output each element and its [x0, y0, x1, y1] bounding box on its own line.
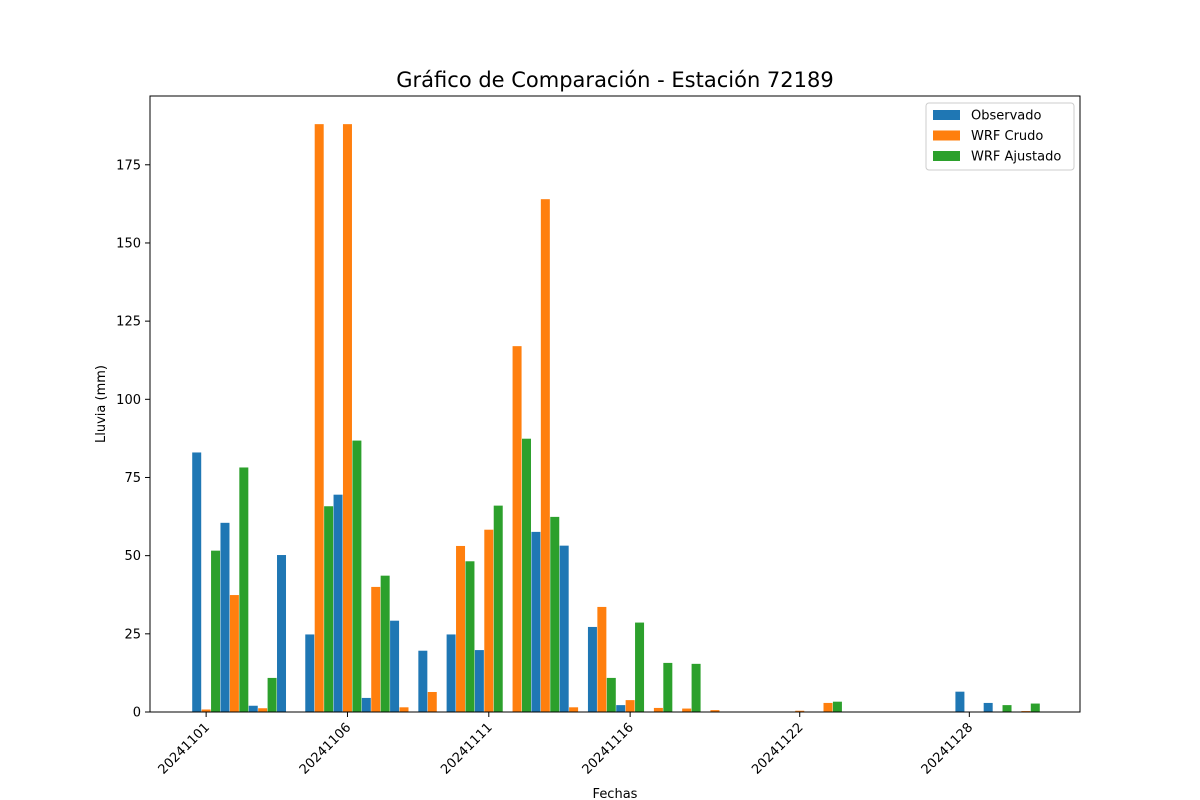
x-tick-label: 20241106 — [297, 720, 354, 777]
legend-label: Observado — [971, 109, 1042, 124]
bar-observado — [559, 545, 569, 712]
bar-wrf-crudo — [653, 707, 663, 712]
bar-observado — [220, 522, 230, 712]
bar-observado — [983, 702, 993, 712]
plot-frame — [149, 95, 1081, 713]
bar-wrf-ajustado — [635, 622, 645, 712]
bar-wrf-ajustado — [239, 467, 249, 712]
bar-wrf-crudo — [569, 707, 579, 712]
bar-wrf-ajustado — [1030, 703, 1040, 712]
bar-wrf-ajustado — [691, 663, 701, 712]
bar-wrf-crudo — [710, 710, 720, 712]
bar-observado — [955, 691, 965, 712]
x-tick-label: 20241111 — [438, 720, 495, 777]
bar-observado — [333, 494, 343, 712]
bar-observado — [418, 650, 428, 712]
bar-observado — [305, 634, 315, 712]
bars-layer — [192, 124, 1040, 713]
bar-wrf-ajustado — [465, 561, 475, 712]
bar-observado — [277, 555, 287, 712]
bar-wrf-crudo — [823, 702, 833, 712]
bar-wrf-crudo — [484, 529, 494, 712]
bar-wrf-ajustado — [606, 677, 616, 712]
bar-wrf-crudo — [682, 708, 692, 712]
bar-wrf-ajustado — [1002, 705, 1012, 712]
y-tick-label: 150 — [116, 236, 141, 251]
y-tick-label: 100 — [116, 393, 141, 408]
x-tick-label: 20241101 — [156, 720, 213, 777]
legend-box — [925, 102, 1075, 171]
legend-label: WRF Crudo — [971, 129, 1043, 144]
legend-swatch-wrf-crudo — [933, 130, 960, 141]
bar-observado — [587, 626, 597, 712]
bar-observado — [616, 705, 626, 712]
bar-wrf-crudo — [456, 545, 466, 712]
bar-wrf-crudo — [399, 707, 409, 712]
bar-wrf-ajustado — [832, 701, 842, 712]
bar-observado — [390, 620, 400, 712]
y-tick-label: 125 — [116, 315, 141, 330]
bar-wrf-ajustado — [493, 505, 503, 712]
bar-wrf-ajustado — [267, 677, 277, 712]
y-tick-label: 175 — [116, 158, 141, 173]
x-axis-label: Fechas — [593, 787, 638, 800]
bar-observado — [446, 634, 456, 712]
bar-wrf-crudo — [314, 124, 324, 712]
bar-wrf-crudo — [371, 586, 381, 712]
bar-wrf-crudo — [201, 709, 211, 712]
y-tick-label: 50 — [124, 549, 141, 564]
y-tick-label: 0 — [133, 706, 141, 721]
bar-wrf-crudo — [512, 346, 522, 712]
bar-observado — [192, 452, 202, 712]
chart-title: Gráfico de Comparación - Estación 72189 — [396, 68, 833, 92]
legend-swatch-observado — [933, 110, 960, 120]
bar-wrf-ajustado — [521, 438, 531, 712]
bar-wrf-crudo — [427, 691, 437, 712]
legend: Observado WRF Crudo WRF Ajustado — [925, 102, 1075, 171]
bar-wrf-ajustado — [663, 662, 673, 712]
bar-wrf-ajustado — [380, 575, 390, 712]
bar-wrf-crudo — [795, 710, 805, 712]
bar-wrf-crudo — [625, 700, 635, 712]
bar-observado — [248, 705, 258, 712]
x-tick-label: 20241128 — [919, 720, 976, 777]
bar-observado — [361, 697, 371, 712]
x-axis: 20241101 20241106 20241111 20241116 20241122… — [156, 712, 976, 778]
x-tick-label: 20241122 — [749, 720, 806, 777]
bar-wrf-ajustado — [352, 440, 362, 712]
legend-label: WRF Ajustado — [971, 150, 1061, 165]
y-tick-label: 25 — [124, 627, 141, 642]
y-axis-label: Lluvia (mm) — [94, 365, 109, 443]
y-axis: 0 25 50 75 100 125 150 175 — [116, 158, 150, 721]
bar-wrf-crudo — [540, 199, 550, 713]
bar-wrf-crudo — [229, 595, 239, 712]
legend-swatch-wrf-ajustado — [933, 151, 960, 161]
x-tick-label: 20241116 — [580, 720, 637, 777]
bar-wrf-crudo — [597, 606, 607, 712]
bar-wrf-ajustado — [550, 516, 560, 712]
bar-observado — [474, 650, 484, 712]
bar-wrf-ajustado — [211, 550, 221, 712]
bar-observado — [531, 531, 541, 712]
bar-wrf-crudo — [342, 124, 352, 712]
bar-wrf-ajustado — [324, 506, 334, 712]
bar-wrf-crudo — [258, 708, 268, 712]
y-tick-label: 75 — [124, 471, 141, 486]
